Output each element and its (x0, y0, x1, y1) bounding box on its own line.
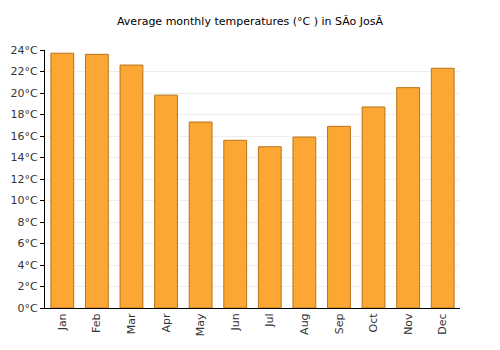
svg-text:Dec: Dec (436, 313, 449, 334)
svg-text:Mar: Mar (125, 313, 138, 334)
svg-text:Nov: Nov (402, 313, 415, 335)
svg-text:24°C: 24°C (11, 44, 38, 57)
svg-text:2°C: 2°C (18, 280, 38, 293)
svg-text:22°C: 22°C (11, 65, 38, 78)
svg-text:16°C: 16°C (11, 130, 38, 143)
svg-text:Apr: Apr (160, 313, 173, 333)
svg-text:Average monthly temperatures (: Average monthly temperatures (°C ) in SÃ… (117, 15, 384, 28)
svg-text:Sep: Sep (333, 313, 346, 334)
svg-text:6°C: 6°C (18, 237, 38, 250)
svg-text:0°C: 0°C (18, 302, 38, 315)
svg-text:Jun: Jun (229, 313, 242, 331)
svg-text:Jul: Jul (263, 313, 276, 327)
svg-text:8°C: 8°C (18, 216, 38, 229)
svg-text:Feb: Feb (90, 313, 103, 332)
svg-text:Oct: Oct (367, 313, 380, 333)
svg-text:18°C: 18°C (11, 108, 38, 121)
svg-text:May: May (194, 313, 207, 336)
svg-text:Aug: Aug (298, 313, 311, 334)
svg-text:10°C: 10°C (11, 194, 38, 207)
svg-text:Jan: Jan (56, 313, 69, 331)
svg-text:20°C: 20°C (11, 87, 38, 100)
svg-text:4°C: 4°C (18, 259, 38, 272)
svg-text:12°C: 12°C (11, 173, 38, 186)
svg-text:14°C: 14°C (11, 151, 38, 164)
